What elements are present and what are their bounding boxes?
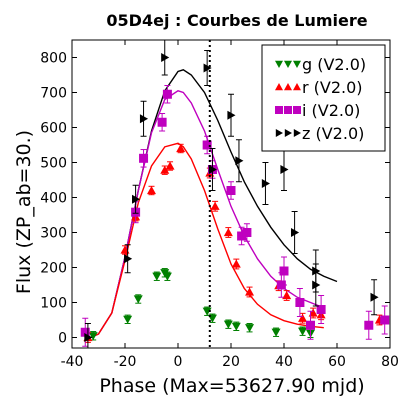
x-tick-label: 40 xyxy=(275,354,293,370)
legend-marker xyxy=(293,106,301,114)
data-point xyxy=(223,228,233,237)
legend-marker xyxy=(284,106,292,114)
data-point xyxy=(291,228,300,237)
data-point xyxy=(227,110,236,120)
data-point xyxy=(298,327,308,336)
y-tick-label: 0 xyxy=(58,331,67,347)
data-point xyxy=(123,315,133,324)
data-point xyxy=(364,320,374,330)
data-point xyxy=(84,333,93,342)
y-tick-label: 800 xyxy=(40,51,67,67)
data-point xyxy=(132,194,141,204)
data-point xyxy=(223,320,233,329)
data-point xyxy=(245,324,255,333)
legend-marker xyxy=(293,83,301,91)
data-point xyxy=(380,315,390,325)
legend-label: r (V2.0) xyxy=(302,78,363,97)
data-point xyxy=(231,259,241,268)
data-point xyxy=(235,156,244,166)
data-point xyxy=(157,117,167,127)
data-point xyxy=(261,179,270,188)
data-point xyxy=(202,140,212,150)
data-point xyxy=(226,186,236,195)
data-point xyxy=(237,231,247,241)
data-point xyxy=(231,322,241,331)
legend-label: i (V2.0) xyxy=(302,101,360,120)
data-point xyxy=(80,327,90,337)
data-point xyxy=(242,228,252,237)
x-axis-label: Phase (Max=53627.90 mjd) xyxy=(99,375,364,397)
data-point xyxy=(282,291,292,300)
data-point xyxy=(208,165,217,174)
y-tick-label: 400 xyxy=(40,191,67,207)
data-point xyxy=(312,280,321,290)
y-tick-label: 200 xyxy=(40,261,67,277)
data-point xyxy=(210,201,220,210)
y-axis-label: Flux (ZP_ab=30.) xyxy=(13,130,35,294)
data-point xyxy=(139,114,149,124)
y-axis: 0 100 200 300 400 500 600 700 800 xyxy=(40,51,390,347)
data-point xyxy=(133,295,143,304)
x-tick-label: -20 xyxy=(114,354,137,370)
data-point xyxy=(279,266,289,276)
data-point xyxy=(295,298,305,307)
legend-marker xyxy=(293,60,301,68)
x-tick-label: 60 xyxy=(328,354,346,370)
data-point xyxy=(165,161,175,170)
legend-marker xyxy=(284,83,292,91)
y-tick-label: 100 xyxy=(40,296,67,312)
data-point xyxy=(139,153,149,163)
data-point xyxy=(88,332,98,341)
data-points xyxy=(80,40,390,348)
data-point xyxy=(152,272,162,281)
legend-box xyxy=(261,44,386,152)
legend-label: g (V2.0) xyxy=(302,55,366,74)
data-point xyxy=(161,53,170,62)
legend-marker xyxy=(284,60,292,68)
y-tick-label: 300 xyxy=(40,226,67,242)
x-tick-label: 20 xyxy=(222,354,240,370)
legend-marker xyxy=(275,60,283,68)
data-point xyxy=(370,292,379,302)
x-tick-label: -40 xyxy=(61,354,84,370)
data-point xyxy=(298,313,308,322)
data-point xyxy=(124,254,133,264)
x-axis: -40 -20 0 20 40 60 80 xyxy=(61,40,399,370)
x-tick-label: 80 xyxy=(381,354,399,370)
legend: g (V2.0) r (V2.0) i (V2.0) z (V2.0) xyxy=(261,44,386,152)
legend-marker xyxy=(275,106,283,114)
y-tick-label: 600 xyxy=(40,121,67,137)
legend-marker xyxy=(275,129,283,137)
legend-marker xyxy=(275,83,283,91)
legend-marker xyxy=(293,129,301,137)
data-point xyxy=(203,63,212,73)
legend-marker xyxy=(284,129,292,137)
data-point xyxy=(160,165,170,174)
legend-label: z (V2.0) xyxy=(302,124,364,143)
data-point xyxy=(316,305,326,314)
chart-title: 05D4ej : Courbes de Lumiere xyxy=(106,11,367,30)
data-point xyxy=(202,307,212,316)
data-point xyxy=(176,144,186,153)
data-point xyxy=(147,186,156,195)
data-point xyxy=(162,89,172,99)
data-point xyxy=(162,272,172,281)
data-point xyxy=(245,287,255,296)
x-tick-label: 0 xyxy=(174,354,183,370)
y-tick-label: 700 xyxy=(40,86,67,102)
data-point xyxy=(271,328,281,337)
data-point xyxy=(280,165,289,174)
y-tick-label: 500 xyxy=(40,156,67,172)
data-point xyxy=(306,320,315,330)
